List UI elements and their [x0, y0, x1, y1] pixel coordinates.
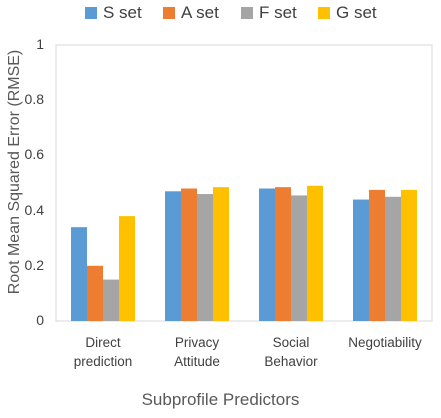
- legend-label: S set: [103, 3, 142, 22]
- legend-item-a-set: A set: [163, 2, 219, 24]
- legend-swatch: [85, 7, 97, 19]
- bar-a-set-3: [369, 189, 385, 321]
- legend-label: A set: [181, 3, 219, 22]
- x-tick-label: Negotiability: [340, 333, 430, 352]
- x-tick-label: Privacy Attitude: [152, 333, 242, 371]
- y-tick-label: 0.8: [24, 91, 44, 108]
- bar-f-set-1: [197, 194, 213, 321]
- bar-s-set-3: [353, 199, 369, 321]
- x-tick-label-line: Negotiability: [348, 335, 422, 350]
- bar-f-set-0: [103, 279, 119, 321]
- y-tick-label: 1: [36, 36, 44, 52]
- x-tick-label: Social Behavior: [246, 333, 336, 371]
- legend-swatch: [318, 7, 330, 19]
- bar-f-set-3: [385, 196, 401, 321]
- y-tick-label: 0.6: [24, 146, 44, 163]
- legend-item-f-set: F set: [241, 2, 297, 24]
- y-axis-label: Root Mean Squared Error (RMSE): [6, 49, 23, 295]
- x-tick-label-line: Privacy: [174, 335, 220, 350]
- legend-swatch: [163, 7, 175, 19]
- y-tick-label: 0.4: [24, 201, 44, 218]
- x-tick-label-line: Social: [272, 335, 310, 350]
- x-tick-label-line: Direct: [85, 335, 121, 350]
- bar-f-set-2: [291, 195, 307, 321]
- y-tick-label: 0: [36, 312, 44, 328]
- bar-s-set-0: [71, 227, 87, 321]
- x-tick-label-line: Attitude: [174, 354, 220, 369]
- bar-g-set-2: [307, 185, 323, 321]
- plot-frame: [55, 44, 433, 322]
- bar-a-set-0: [87, 265, 103, 321]
- bar-g-set-3: [401, 189, 417, 321]
- bar-s-set-2: [259, 188, 275, 321]
- legend-label: F set: [259, 3, 297, 22]
- bar-s-set-1: [165, 191, 181, 321]
- bar-a-set-1: [181, 188, 197, 321]
- bar-a-set-2: [275, 187, 291, 321]
- legend-label: G set: [336, 3, 377, 22]
- x-tick-label-line: prediction: [73, 354, 133, 369]
- x-tick-label: Direct prediction: [58, 333, 148, 371]
- bar-g-set-1: [213, 187, 229, 321]
- legend-item-g-set: G set: [318, 2, 377, 24]
- legend-swatch: [241, 7, 253, 19]
- y-tick-label: 0.2: [24, 256, 44, 273]
- bar-g-set-0: [119, 216, 135, 321]
- x-tick-label-line: Behavior: [264, 354, 318, 369]
- legend-item-s-set: S set: [85, 2, 142, 24]
- x-axis-label: Subprofile Predictors: [141, 390, 300, 409]
- chart-legend: S set A set F set G set: [0, 2, 441, 24]
